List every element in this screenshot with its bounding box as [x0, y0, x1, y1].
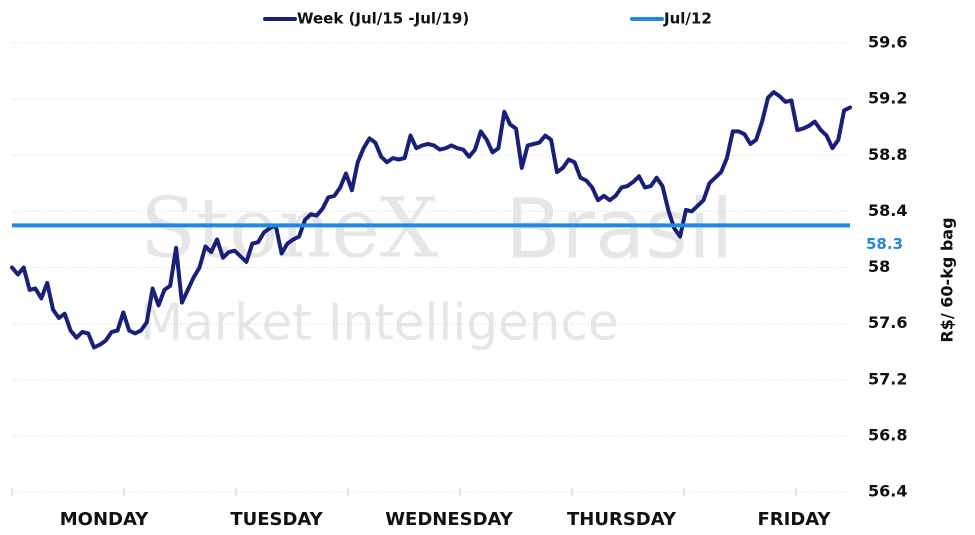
y-tick-label: 58	[868, 257, 890, 276]
y-axis-label: R$/ 60-kg bag	[938, 217, 957, 342]
y-tick-label: 59.2	[868, 89, 907, 108]
y-tick-label: 57.6	[868, 313, 907, 332]
y-tick-label: 58.4	[868, 201, 907, 220]
y-tick-label: 56.4	[868, 482, 907, 501]
y-tick-label: 56.8	[868, 425, 907, 444]
y-tick-label: 57.2	[868, 369, 907, 388]
watermark: Market Intelligence	[140, 294, 619, 352]
legend-label: Jul/12	[663, 10, 712, 28]
x-tick-label: TUESDAY	[230, 509, 323, 530]
watermark: Brasil	[505, 182, 734, 277]
series-line	[10, 90, 852, 350]
y-tick-label: 59.6	[868, 33, 907, 52]
reference-label: 58.3	[866, 235, 903, 253]
watermark: StoneX	[140, 182, 438, 277]
legend-label: Week (Jul/15 -Jul/19)	[297, 10, 469, 28]
x-tick-label: WEDNESDAY	[385, 509, 514, 530]
y-tick-label: 58.8	[868, 145, 907, 164]
x-tick-label: MONDAY	[60, 509, 149, 530]
x-tick-label: FRIDAY	[757, 509, 831, 530]
x-tick-label: THURSDAY	[567, 509, 677, 530]
